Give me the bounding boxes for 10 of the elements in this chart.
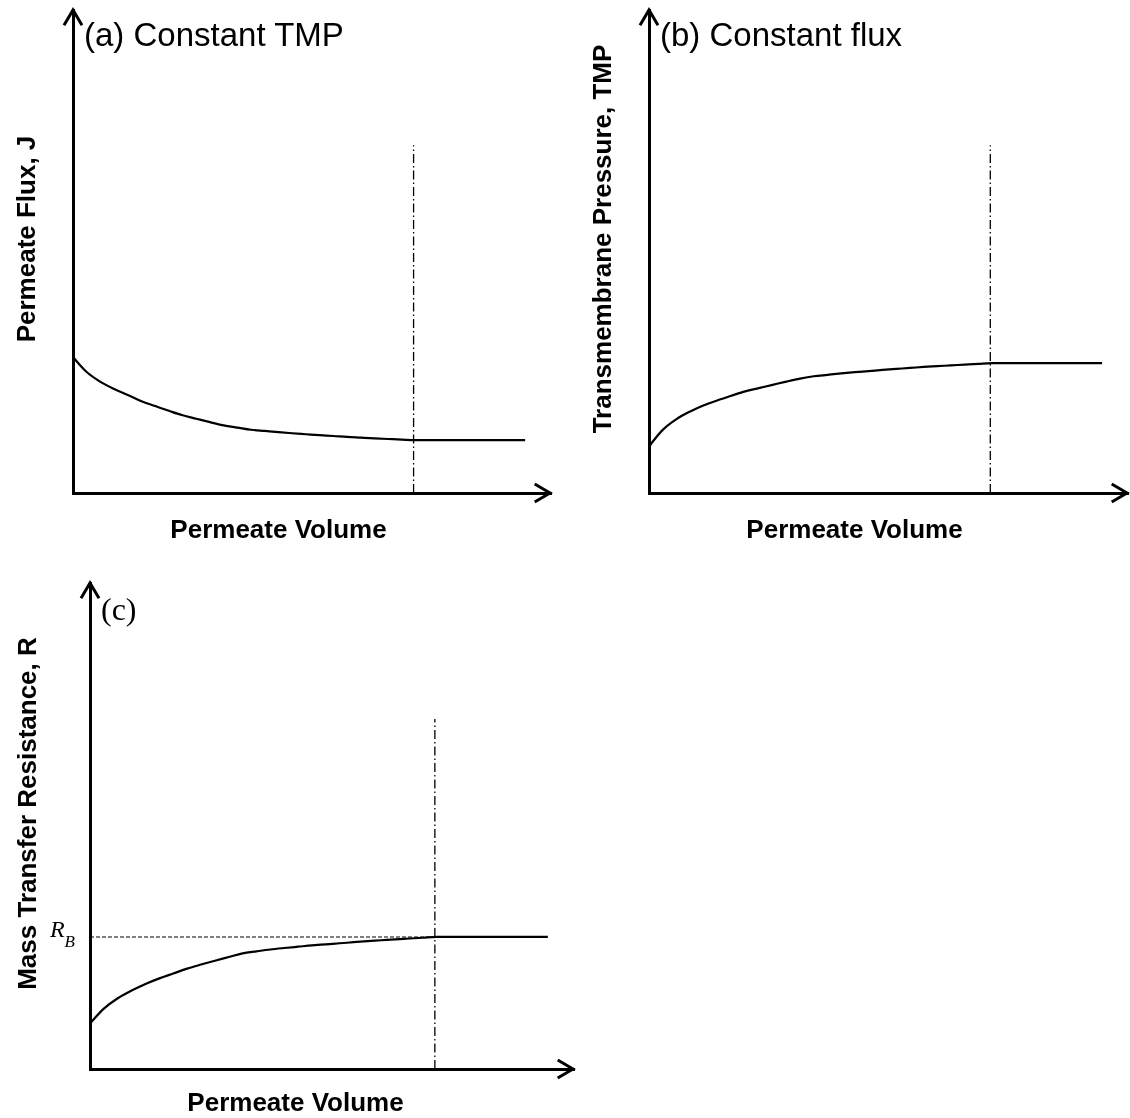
ref-line-label: R$_{B}$ xyxy=(48,915,76,951)
chart-title: (c) xyxy=(101,591,137,627)
y-axis-title: Transmembrane Pressure, TMP xyxy=(586,44,617,434)
chart-title: (a) Constant TMP xyxy=(84,16,344,53)
y-axis-title: Mass Transfer Resistance, R xyxy=(11,636,42,990)
x-axis-title: Permeate Volume xyxy=(187,1086,404,1117)
x-axis-title: Permeate Volume xyxy=(746,513,963,544)
y-axis-title: Permeate Flux, J xyxy=(10,135,41,343)
chart-title: (b) Constant flux xyxy=(660,16,903,53)
x-axis-title: Permeate Volume xyxy=(170,513,387,544)
